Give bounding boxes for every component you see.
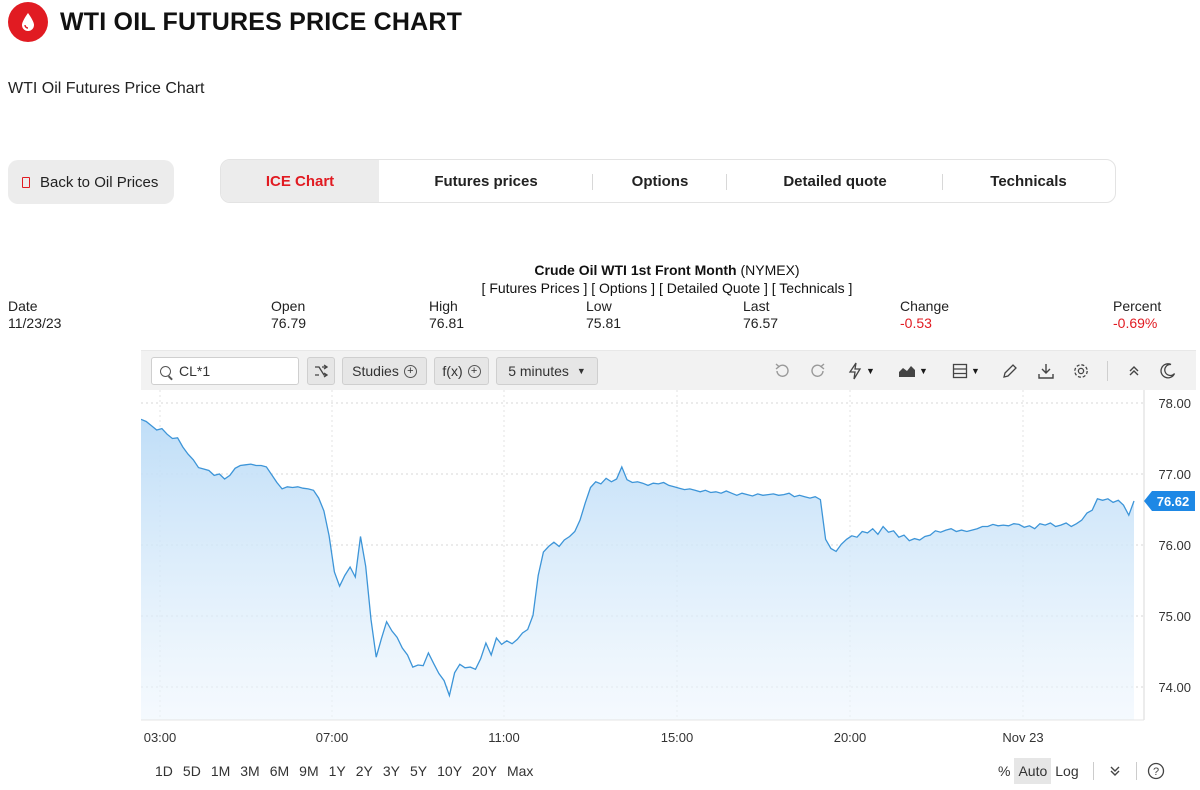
display-menu[interactable]: ▼ (948, 360, 984, 382)
range-20y[interactable]: 20Y (472, 763, 497, 779)
lightning-icon (848, 362, 862, 380)
interval-select[interactable]: 5 minutes ▼ (496, 357, 598, 385)
caret-down-icon: ▼ (971, 366, 980, 376)
toolbar-divider (1107, 361, 1108, 381)
y-tick-label: 77.00 (1158, 467, 1191, 482)
collapse-icon[interactable] (1123, 360, 1145, 382)
undo-icon[interactable] (771, 360, 793, 382)
dark-mode-moon-icon[interactable] (1157, 360, 1179, 382)
scale-percent[interactable]: % (998, 763, 1011, 779)
search-icon (160, 365, 171, 377)
stat-high: High 76.81 (429, 298, 465, 331)
scale-divider (1092, 762, 1094, 780)
plus-icon: + (403, 364, 417, 378)
range-max[interactable]: Max (506, 763, 534, 779)
layout-icon (952, 363, 968, 379)
price-chart[interactable]: 78.00 77.00 76.00 75.00 74.00 03:00 07:00 11:00… (140, 390, 1196, 750)
exchange-name: (NYMEX) (740, 262, 800, 278)
stat-open: Open 76.79 (271, 298, 307, 331)
x-tick-label: 07:00 (316, 730, 349, 745)
range-1m[interactable]: 1M (210, 763, 231, 779)
page-title: WTI OIL FUTURES PRICE CHART (60, 7, 463, 36)
range-5y[interactable]: 5Y (410, 763, 428, 779)
instrument-name: Crude Oil WTI 1st Front Month (534, 262, 737, 278)
symbol-search-input[interactable]: CL*1 (151, 357, 299, 385)
y-tick-label: 78.00 (1158, 396, 1191, 411)
shuffle-icon (315, 364, 328, 378)
range-10y[interactable]: 10Y (437, 763, 463, 779)
stat-low: Low 75.81 (586, 298, 622, 331)
quote-title: Crude Oil WTI 1st Front Month (NYMEX) (0, 262, 1200, 278)
range-selector: 1D 5D 1M 3M 6M 9M 1Y 2Y 3Y 5Y 10Y 20Y Max (150, 760, 538, 782)
settings-gear-icon[interactable] (1070, 360, 1092, 382)
y-tick-label: 74.00 (1158, 680, 1191, 695)
back-icon (22, 176, 30, 188)
tab-futures-prices[interactable]: Futures prices (379, 160, 593, 202)
x-tick-label: Nov 23 (1002, 730, 1043, 745)
compare-button[interactable] (307, 357, 335, 385)
stat-last: Last 76.57 (743, 298, 779, 331)
svg-text:?: ? (1153, 766, 1159, 778)
expand-down-icon[interactable] (1104, 764, 1126, 778)
quote-links[interactable]: [ Futures Prices ] [ Options ] [ Detaile… (481, 280, 853, 296)
range-5d[interactable]: 5D (182, 763, 201, 779)
range-6m[interactable]: 6M (269, 763, 290, 779)
x-tick-label: 15:00 (661, 730, 694, 745)
x-tick-label: 03:00 (144, 730, 177, 745)
scale-log[interactable]: Log (1055, 763, 1079, 779)
oil-drop-logo (8, 2, 48, 42)
range-2y[interactable]: 2Y (355, 763, 373, 779)
x-tick-label: 11:00 (488, 730, 520, 745)
y-tick-label: 75.00 (1158, 609, 1191, 624)
scale-selector: % Auto Log ? (994, 758, 1165, 784)
x-tick-label: 20:00 (834, 730, 867, 745)
range-9m[interactable]: 9M (299, 763, 319, 779)
plus-icon: + (467, 364, 481, 378)
scale-auto[interactable]: Auto (1014, 758, 1052, 784)
tab-ice-chart[interactable]: ICE Chart (221, 160, 379, 202)
range-3m[interactable]: 3M (240, 763, 260, 779)
tab-options[interactable]: Options (593, 160, 727, 202)
last-price-label: 76.62 (1157, 494, 1190, 509)
draw-tool-icon[interactable] (999, 360, 1021, 382)
price-chart-svg[interactable]: 78.00 77.00 76.00 75.00 74.00 03:00 07:00 11:00… (140, 390, 1196, 750)
symbol-value: CL*1 (179, 363, 211, 379)
tab-detailed-quote[interactable]: Detailed quote (727, 160, 943, 202)
area-chart-icon (899, 366, 916, 377)
chart-tabs: ICE Chart Futures prices Options Detaile… (220, 159, 1116, 203)
page-subtitle: WTI Oil Futures Price Chart (8, 80, 205, 97)
last-price-tag (1144, 490, 1195, 511)
price-area (141, 419, 1134, 720)
redo-icon[interactable] (807, 360, 829, 382)
caret-down-icon: ▼ (919, 366, 928, 376)
back-button-label: Back to Oil Prices (40, 173, 159, 191)
range-1y[interactable]: 1Y (328, 763, 346, 779)
help-icon[interactable]: ? (1147, 762, 1165, 780)
tab-technicals[interactable]: Technicals (990, 172, 1067, 190)
chart-type-menu[interactable]: ▼ (895, 360, 931, 382)
range-1d[interactable]: 1D (155, 763, 173, 779)
range-3y[interactable]: 3Y (382, 763, 400, 779)
studies-button[interactable]: Studies + (342, 357, 427, 385)
stat-percent: Percent -0.69% (1113, 298, 1162, 331)
caret-down-icon: ▼ (866, 366, 875, 376)
stat-date: Date 11/23/23 (8, 298, 62, 331)
y-tick-label: 76.00 (1158, 538, 1191, 553)
events-menu[interactable]: ▼ (843, 360, 879, 382)
fx-button[interactable]: f(x) + (434, 357, 489, 385)
scale-divider (1135, 762, 1137, 780)
caret-down-icon: ▼ (576, 366, 586, 376)
price-line (140, 418, 1135, 698)
page-header: WTI OIL FUTURES PRICE CHART (8, 2, 462, 42)
download-icon[interactable] (1035, 360, 1057, 382)
back-to-oil-prices-button[interactable]: Back to Oil Prices (8, 160, 174, 204)
stat-change: Change -0.53 (900, 298, 950, 331)
chart-toolbar: CL*1 Studies + f(x) + 5 minutes ▼ ▼ ▼ ▼ (141, 350, 1196, 390)
